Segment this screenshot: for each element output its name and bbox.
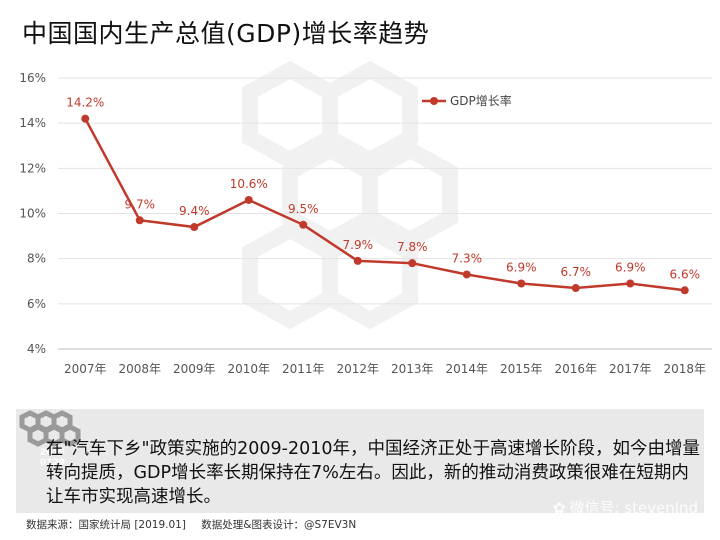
data-point (353, 256, 362, 265)
y-tick-label: 16% (19, 71, 46, 85)
data-label: 7.3% (452, 251, 483, 265)
data-label: 7.8% (397, 240, 428, 254)
data-point (81, 114, 90, 123)
design-credit: 数据处理&图表设计：@S7EV3N (201, 519, 357, 531)
watermark: ✿ 微信号: stevenlnd (553, 497, 698, 518)
note-text: 在"汽车下乡"政策实施的2009-2010年，中国经济正处于高速增长阶段，如今由… (46, 439, 700, 507)
data-label: 6.7% (561, 265, 592, 279)
legend: GDP增长率 (422, 93, 512, 108)
data-label: 9.5% (288, 202, 319, 216)
data-label: 7.9% (343, 238, 374, 252)
y-tick-label: 12% (19, 161, 46, 175)
data-label: 6.9% (506, 261, 537, 275)
x-tick-label: 2013年 (391, 362, 434, 376)
data-label: 9.4% (179, 204, 210, 218)
data-source: 数据来源：国家统计局 [2019.01] (26, 519, 186, 531)
x-tick-label: 2008年 (118, 362, 161, 376)
data-label: 6.9% (615, 261, 646, 275)
data-point (135, 216, 144, 225)
x-tick-label: 2014年 (445, 362, 488, 376)
background-hex-pattern (242, 60, 458, 330)
y-tick-label: 4% (27, 342, 46, 356)
series-line-gdp (84, 118, 685, 292)
data-point (408, 259, 417, 268)
x-tick-label: 2007年 (64, 362, 107, 376)
y-tick-label: 14% (19, 116, 46, 130)
data-point (517, 279, 526, 288)
logo-year: 2019 (40, 448, 65, 458)
note-box: 2019 0129 在"汽车下乡"政策实施的2009-2010年，中国经济正处于… (16, 409, 704, 513)
x-tick-label: 2009年 (173, 362, 216, 376)
x-tick-label: 2010年 (227, 362, 270, 376)
x-tick-label: 2016年 (554, 362, 597, 376)
data-label: 6.6% (670, 267, 701, 281)
data-point (299, 220, 308, 229)
x-tick-label: 2015年 (500, 362, 543, 376)
data-point (680, 286, 689, 295)
logo-date: 0129 (40, 458, 65, 468)
data-label: 10.6% (230, 177, 268, 191)
data-label: 9.7% (125, 197, 156, 211)
watermark-text: 微信号: stevenlnd (569, 499, 698, 517)
source-row: 数据来源：国家统计局 [2019.01] 数据处理&图表设计：@S7EV3N (26, 517, 368, 532)
legend-marker (430, 97, 438, 105)
data-point (571, 284, 580, 293)
page-title: 中国国内生产总值(GDP)增长率趋势 (22, 19, 430, 48)
x-tick-label: 2018年 (663, 362, 706, 376)
data-point (190, 223, 199, 232)
y-tick-label: 8% (27, 252, 46, 266)
legend-label: GDP增长率 (450, 93, 512, 108)
gdp-line-chart: 16% 14% 12% 10% 8% 6% 4% 2007年 2008年 2009年 2010年 2… (19, 60, 712, 376)
data-point (626, 279, 635, 288)
wechat-icon: ✿ (552, 499, 566, 517)
x-tick-label: 2017年 (609, 362, 652, 376)
x-tick-label: 2011年 (282, 362, 325, 376)
data-point (244, 195, 253, 204)
data-label: 14.2% (66, 96, 104, 110)
y-tick-label: 6% (27, 297, 46, 311)
x-tick-label: 2012年 (336, 362, 379, 376)
logo-hex-icon: 2019 0129 (19, 410, 81, 468)
y-tick-label: 10% (19, 207, 46, 221)
data-point (462, 270, 471, 279)
